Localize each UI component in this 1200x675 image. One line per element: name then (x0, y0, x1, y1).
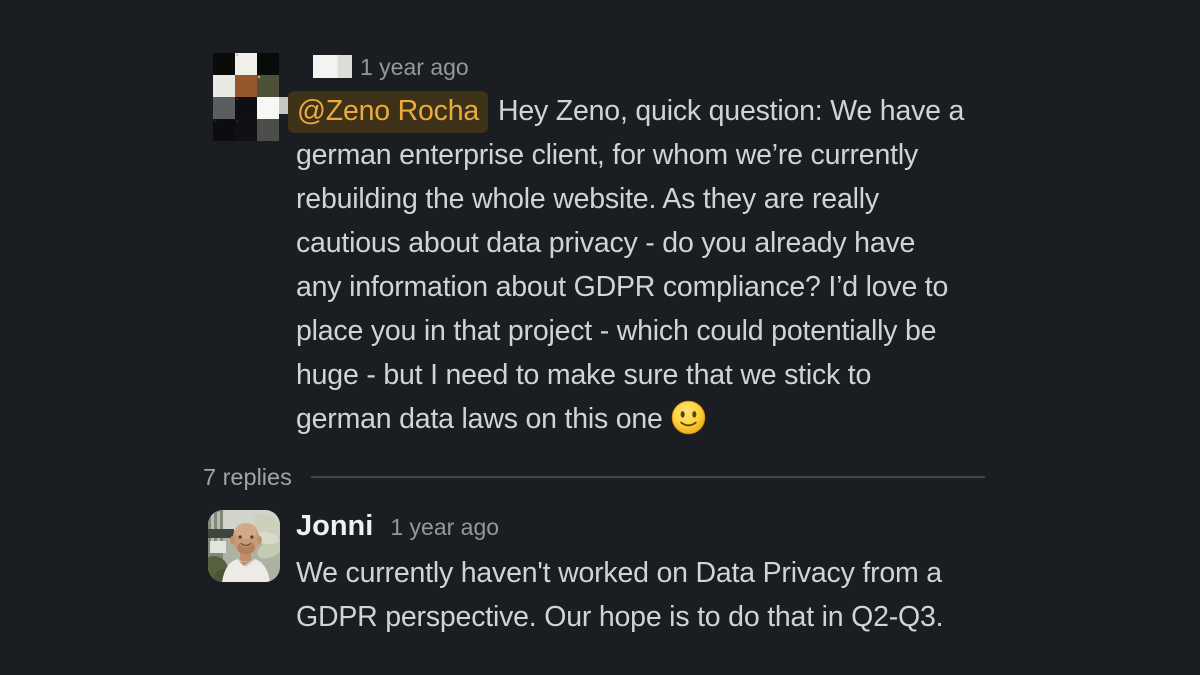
message-line: place you in that project - which could … (296, 315, 937, 347)
root-message-text: @Zeno Rocha Hey Zeno, quick question: We … (288, 89, 1036, 441)
message-timestamp[interactable]: 1 year ago (360, 54, 469, 80)
message-line: cautious about data privacy - do you alr… (296, 227, 916, 259)
message-line: german enterprise client, for whom we’re… (296, 139, 918, 171)
reply-sender-name[interactable]: Jonni (296, 510, 374, 542)
message-line: rebuilding the whole website. As they ar… (296, 183, 879, 215)
message-line: german data laws on this one (296, 397, 1036, 441)
mention-zeno-rocha[interactable]: @Zeno Rocha (288, 91, 488, 133)
avatar-pixel (257, 119, 279, 141)
message-line: GDPR perspective. Our hope is to do that… (296, 601, 944, 633)
thread-replies-row: 7 replies (203, 464, 985, 490)
message-line: any information about GDPR compliance? I… (296, 271, 949, 303)
message-line: We currently haven't worked on Data Priv… (296, 557, 942, 589)
avatar-pixel (235, 53, 257, 75)
avatar-pixel (257, 53, 279, 75)
avatar-photo (208, 510, 280, 582)
avatar-pixel (213, 53, 235, 75)
reply-message-text: We currently haven't worked on Data Priv… (296, 551, 1036, 639)
message-line: @Zeno Rocha Hey Zeno, quick question: We … (288, 89, 1036, 133)
message-line-text: german data laws on this one (296, 403, 663, 435)
message-line: huge - but I need to make sure that we s… (296, 359, 872, 391)
slightly-smiling-face-emoji (671, 400, 705, 435)
avatar-pixel (235, 75, 257, 97)
reply-timestamp[interactable]: 1 year ago (390, 514, 500, 540)
avatar-pixel (257, 97, 279, 119)
redacted-sender-name[interactable] (313, 55, 352, 78)
avatar-pixel (213, 119, 235, 141)
avatar-pixel (213, 97, 235, 119)
avatar-pixel (257, 75, 279, 97)
user-avatar-jonni[interactable] (208, 510, 280, 582)
redacted-avatar[interactable] (213, 53, 279, 141)
message-line-text: Hey Zeno, quick question: We have a (498, 95, 965, 127)
avatar-pixel (235, 97, 257, 119)
avatar-pixel (213, 75, 235, 97)
replies-count-label[interactable]: 7 replies (203, 463, 292, 490)
avatar-pixel (235, 119, 257, 141)
replies-divider-line (310, 476, 985, 478)
reply-header: Jonni 1 year ago (296, 510, 499, 543)
